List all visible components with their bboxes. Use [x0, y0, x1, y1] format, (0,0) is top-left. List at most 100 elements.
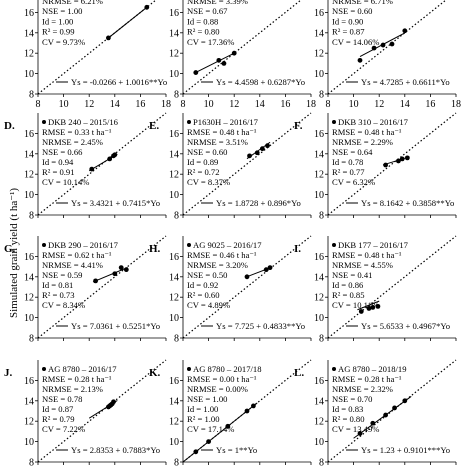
fit-equation: Ys = 5.6533 + 0.4967*Yo	[361, 321, 450, 331]
stat-r2: R² = 0.77	[332, 167, 365, 177]
y-tick-label: 10	[169, 437, 179, 448]
data-point	[221, 61, 227, 66]
panel-3: 8 10 12 14 16 8 10 12 14 16 18 NRMSE = 6.71%NSE = 0…	[314, 0, 461, 110]
y-tick-label: 12	[24, 293, 34, 304]
y-tick-label: 8	[319, 211, 324, 222]
panel-1: 8 10 12 14 16 8 10 12 14 16 18 NRMSE = 6.21%NSE = 1…	[24, 0, 171, 110]
stat-rmse: RMSE = 0.48 t ha⁻¹	[187, 127, 257, 137]
stat-nrmse: NRMSE = 2.13%	[42, 384, 103, 394]
legend-marker	[332, 120, 336, 124]
x-tick-label: 12	[84, 99, 94, 110]
data-point	[206, 439, 212, 444]
y-tick-label: 12	[314, 293, 324, 304]
data-point	[399, 156, 405, 162]
stat-nse: NSE = 1.00	[187, 394, 227, 404]
x-tick-label: 16	[425, 99, 435, 110]
fit-line	[357, 300, 380, 311]
x-tick-label: 8	[326, 99, 331, 110]
fit-equation: Ys = 7.725 + 0.4833**Yo	[216, 321, 305, 331]
data-point	[112, 152, 118, 158]
data-point	[404, 155, 410, 161]
y-tick-label: 16	[169, 8, 179, 19]
fit-equation: Ys = -0.0266 + 1.0016**Yo	[71, 77, 167, 87]
stat-cv: CV = 10.11%	[332, 300, 379, 310]
fit-equation: Ys = 2.8353 + 0.7883*Yo	[71, 445, 160, 455]
x-tick-label: 10	[204, 99, 214, 110]
stat-nrmse: NRMSE = 4.55%	[332, 260, 393, 270]
legend-marker	[42, 120, 46, 124]
legend-marker	[187, 367, 191, 371]
fit-equation: Ys = 1.8728 + 0.896*Yo	[216, 198, 301, 208]
y-tick-label: 12	[169, 417, 179, 428]
x-tick-label: 10	[349, 99, 359, 110]
x-tick-label: 10	[59, 99, 69, 110]
y-tick-label: 14	[169, 396, 179, 407]
stat-rmse: RMSE = 0.28 t ha⁻¹	[332, 374, 402, 384]
stat-r2: R² = 0.85	[332, 290, 365, 300]
data-point	[371, 45, 377, 51]
y-tick-label: 8	[174, 90, 179, 101]
y-tick-label: 10	[169, 313, 179, 324]
stat-r2: R² = 0.79	[42, 414, 75, 424]
panel-letter: J.	[4, 367, 13, 379]
y-tick-label: 14	[24, 149, 34, 160]
data-point	[89, 166, 95, 172]
y-tick-label: 8	[319, 458, 324, 469]
data-point	[370, 420, 376, 426]
x-tick-label: 12	[374, 99, 384, 110]
stat-id: Id = 0.90	[332, 16, 363, 26]
stat-cv: CV = 10.14%	[42, 177, 89, 187]
x-tick-label: 12	[229, 99, 239, 110]
stat-nse: NSE = 0.50	[187, 270, 227, 280]
y-tick-label: 10	[314, 69, 324, 80]
panel-title: DKB 310 – 2016/17	[338, 117, 409, 127]
fit-line	[108, 6, 148, 39]
x-tick-label: 14	[110, 99, 120, 110]
data-point	[251, 403, 256, 409]
stat-id: Id = 0.89	[187, 157, 218, 167]
legend-marker	[42, 243, 46, 247]
y-tick-label: 8	[29, 458, 34, 469]
y-tick-label: 16	[24, 129, 34, 140]
data-point	[225, 423, 231, 429]
data-point	[392, 405, 397, 411]
data-point	[93, 278, 98, 284]
stat-id: Id = 0.86	[332, 280, 364, 290]
data-point	[383, 412, 388, 418]
panel-letter: L.	[294, 367, 304, 379]
data-point	[402, 398, 408, 404]
y-tick-label: 16	[314, 129, 324, 140]
stat-nrmse: NRMSE = 4.41%	[42, 260, 103, 270]
panel-title: DKB 240 – 2015/16	[48, 117, 119, 127]
one-to-one-line	[182, 0, 302, 95]
data-point	[380, 42, 386, 48]
data-point	[383, 162, 388, 168]
stat-nrmse: NRMSE = 2.29%	[332, 137, 393, 147]
y-tick-label: 8	[29, 211, 34, 222]
y-tick-label: 12	[314, 49, 324, 60]
y-tick-label: 16	[314, 8, 324, 19]
one-to-one-line	[327, 359, 457, 463]
data-point	[375, 303, 381, 309]
one-to-one-line	[327, 112, 457, 216]
stat-r2: R² = 0.72	[187, 167, 220, 177]
data-point	[123, 267, 129, 273]
data-point	[216, 57, 222, 63]
data-point	[357, 431, 363, 436]
y-axis-label: Simulated grain yield (t ha⁻¹)	[8, 188, 20, 318]
stat-rmse: RMSE = 0.48 t ha⁻¹	[332, 250, 402, 260]
y-tick-label: 12	[169, 293, 179, 304]
y-tick-label: 14	[169, 149, 179, 160]
legend-marker	[332, 367, 336, 371]
stat-nrmse: NRMSE = 3.20%	[187, 260, 248, 270]
stat-rmse: RMSE = 0.00 t ha⁻¹	[187, 374, 257, 384]
panel-letter: I.	[294, 243, 301, 255]
data-point	[389, 41, 395, 47]
y-tick-label: 10	[24, 190, 34, 201]
stat-nse: NSE = 0.64	[332, 147, 373, 157]
stat-cv: CV = 14.06%	[332, 37, 379, 47]
stat-cv: CV = 8.34%	[42, 300, 85, 310]
one-to-one-line	[327, 235, 457, 339]
